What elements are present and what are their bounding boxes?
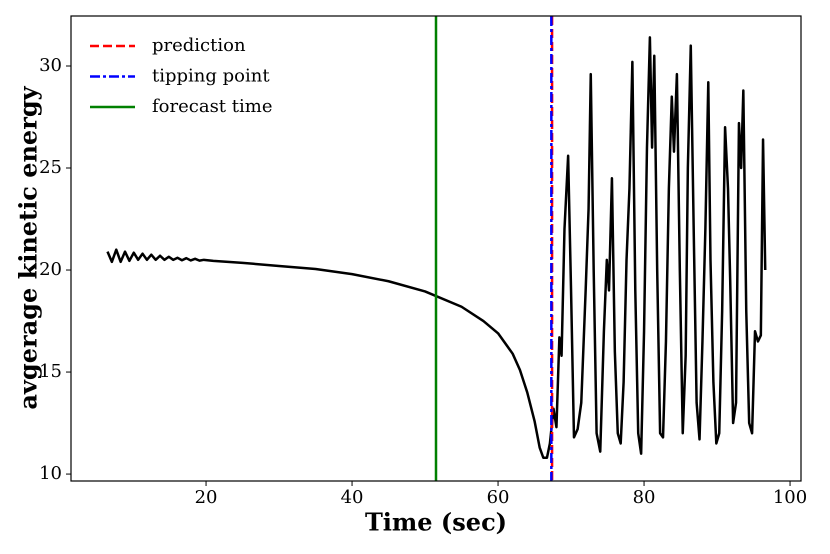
y-tick-label: 20 (39, 259, 62, 280)
legend-label: forecast time (152, 96, 272, 117)
y-axis-label: avgerage kinetic energy (14, 85, 43, 409)
x-tick-label: 60 (487, 487, 510, 508)
x-tick-label: 40 (341, 487, 364, 508)
data-line (106, 36, 767, 459)
y-tick-label: 15 (39, 361, 62, 382)
x-tick-label: 20 (195, 487, 218, 508)
x-tick-label: 80 (633, 487, 656, 508)
legend-label: prediction (152, 35, 246, 56)
y-tick-label: 25 (39, 157, 62, 178)
y-tick-label: 10 (39, 463, 62, 484)
y-tick-label: 30 (39, 55, 62, 76)
x-axis-label: Time (sec) (365, 508, 507, 537)
x-tick-label: 100 (773, 487, 807, 508)
plot-frame (70, 15, 802, 482)
legend-label: tipping point (152, 66, 270, 87)
